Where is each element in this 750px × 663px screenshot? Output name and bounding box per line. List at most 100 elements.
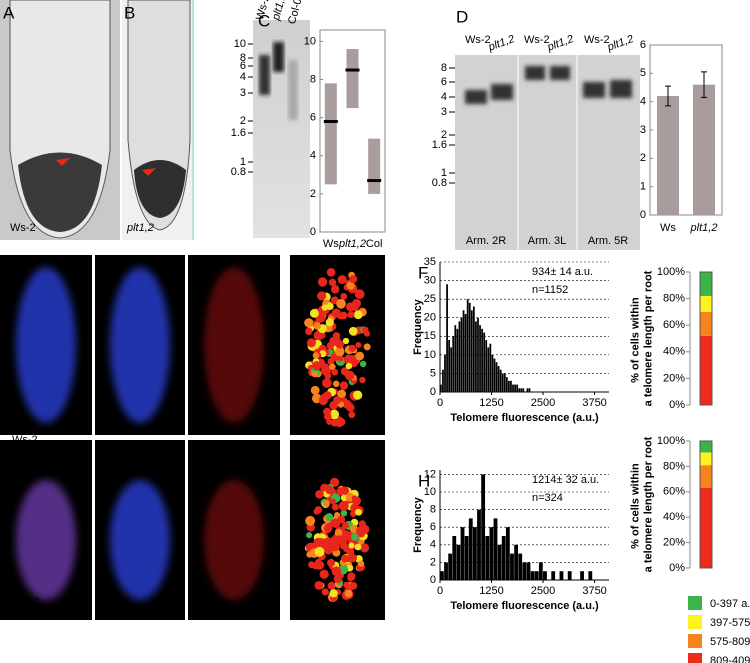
y-tick-label: 60% [663,319,685,331]
histogram-bar [505,377,508,392]
cell [310,385,320,395]
image-caption: Ws-2 [12,434,38,446]
cell [331,308,341,318]
histogram-bar [559,571,564,580]
histogram-bar [456,328,459,392]
cell [360,543,370,553]
cell [348,411,356,419]
cell [340,293,348,300]
histogram-bar [501,373,504,392]
y-tick-label: 2 [640,152,646,164]
y-tick-label: 60% [663,486,685,498]
marker-label: 2 [441,129,447,141]
cell [336,298,346,309]
y-tick-label: 6 [310,112,316,124]
cell [324,526,332,534]
cell [359,376,366,384]
image-caption: plt1,2 [126,222,154,234]
y-tick-label: 0% [669,562,685,574]
cell [328,363,336,371]
cell [340,541,349,550]
telomere-stain [204,480,264,600]
plot-frame [319,29,386,233]
y-tick-label: 8 [430,504,436,516]
y-axis-label-part: a telomere length per root [643,436,655,572]
panel-letter: D [456,7,468,26]
cell [344,589,353,598]
cell [348,542,355,549]
cell [344,354,353,363]
cell [353,310,363,320]
histogram-bar [479,325,481,392]
histogram-bar [551,571,556,580]
marker-label: 0.8 [231,166,246,178]
panel-letter: G [8,455,21,474]
cell [335,346,345,357]
x-tick-label: plt1,2 [338,238,366,250]
telomere-stain [204,267,264,423]
histogram-bar [512,384,514,392]
cell [305,515,316,526]
cell [321,366,328,373]
panel-letter: E [8,261,19,280]
histogram-bar [495,362,498,392]
histogram-bar [440,571,444,580]
cell [355,508,362,516]
gel-smear [259,55,270,95]
histogram-bar [468,302,471,392]
histogram-bar [501,536,506,580]
bar-segment [700,295,712,312]
cell [326,341,335,350]
marker-label: 1.6 [231,127,246,139]
y-tick-label: 6 [640,39,646,51]
cell [363,343,371,351]
legend-label: 397-575 a.u [710,617,750,629]
y-tick-label: 20% [663,372,685,384]
cell [334,512,341,519]
annotation: 1214± 32 a.u. [532,474,599,486]
gel-smear [273,42,284,72]
cell [324,546,333,555]
histogram-bar [518,553,523,580]
cell [324,372,332,380]
histogram-bar [466,299,469,392]
cell [317,291,327,301]
y-tick-label: 12 [424,468,436,480]
histogram-bar [514,384,516,392]
cell [312,361,322,371]
cell [345,531,353,539]
cell [328,278,337,287]
cell [322,500,330,508]
cell [330,284,340,294]
y-tick-label: 0 [640,209,646,221]
marker-label: 4 [441,91,447,103]
cell [306,532,313,539]
legend-swatch [688,634,702,648]
marker-label: 4 [240,71,246,83]
cell [343,581,350,589]
cell [326,418,333,425]
histogram-bar [499,369,502,392]
x-axis-label: Telomere fluorescence (a.u.) [450,412,599,424]
histogram-bar [497,366,500,392]
cell [349,524,358,534]
legend-swatch [688,596,702,610]
y-tick-label: 5 [430,367,436,379]
x-tick-label: 1250 [479,585,503,597]
x-tick-label: 2500 [531,397,555,409]
marker-label: 6 [240,60,246,72]
x-tick-label: Col [366,238,383,250]
histogram-bar [442,369,444,392]
cell [348,553,358,563]
y-tick-label: 35 [424,256,436,268]
cell [342,337,350,345]
annotation: n=324 [532,492,563,504]
cell [323,407,332,416]
histogram-bar [493,518,498,580]
marker-label: 6 [441,76,447,88]
cell [312,352,320,359]
histogram-bar [448,553,453,580]
image-caption: plt1,2 [11,596,39,608]
y-tick-label: 100% [657,266,685,278]
bar-segment [700,487,712,568]
